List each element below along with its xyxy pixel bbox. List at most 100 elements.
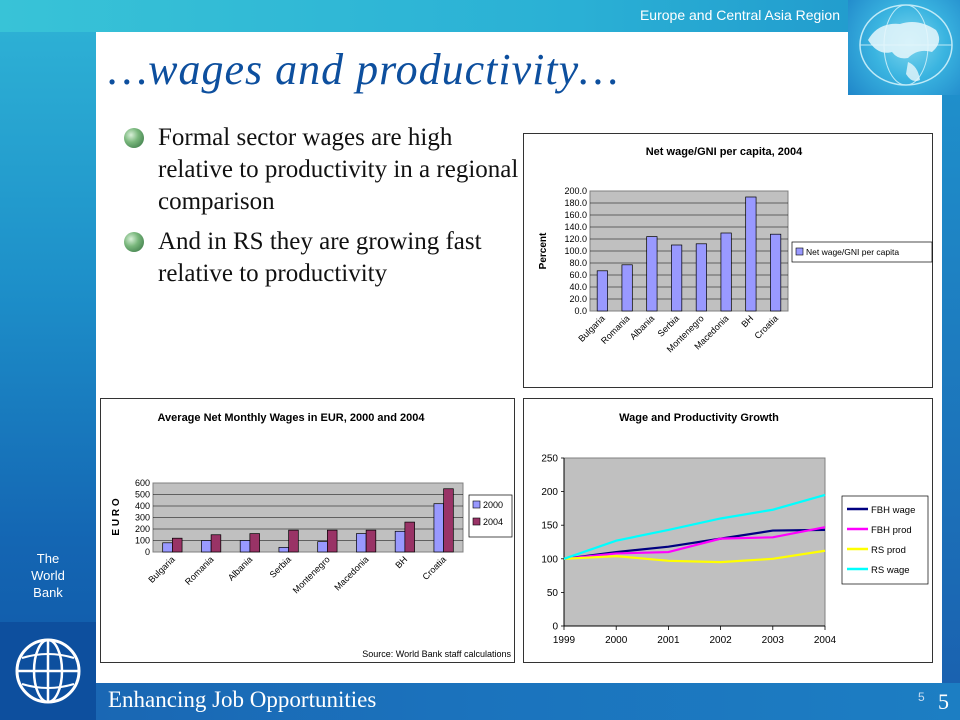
- bar-bulgaria-2004: [172, 537, 183, 553]
- x-category-label: Romania: [183, 554, 216, 587]
- series-line-fbh-wage: [563, 528, 826, 560]
- bar-montenegro-net-wage-gni-per-capita: [695, 243, 707, 312]
- org-name: The World Bank: [0, 550, 96, 601]
- globe-icon: [848, 0, 960, 95]
- bar-bulgaria-2000: [162, 542, 173, 553]
- legend-label: FBH prod: [871, 525, 912, 536]
- x-category-label: Montenegro: [291, 554, 332, 595]
- y-tick-label: 250: [541, 454, 558, 465]
- bar-bh-2000: [394, 530, 406, 553]
- y-tick-label: 100: [541, 554, 558, 565]
- y-tick-label: 300: [135, 513, 150, 523]
- y-tick-label: 0: [145, 547, 150, 557]
- bar-albania-2004: [249, 533, 260, 553]
- chart-wage-productivity-growth: Wage and Productivity Growth 0 50 100 150 200…: [523, 398, 933, 663]
- x-tick-label: 2004: [814, 635, 837, 646]
- bar-albania-2000: [239, 540, 251, 553]
- bar-montenegro-2004: [327, 529, 338, 553]
- bar-serbia-2004: [288, 529, 299, 553]
- y-tick-label: 100: [135, 536, 150, 546]
- source-note: Source: World Bank staff calculations: [362, 649, 511, 659]
- bar-montenegro-2000: [317, 541, 328, 553]
- y-tick-label: 100.0: [564, 246, 587, 256]
- x-category-label: Serbia: [268, 554, 293, 579]
- legend-label: 2000: [483, 500, 503, 510]
- x-category-label: Croatia: [420, 554, 448, 582]
- bar-macedonia-2000: [356, 533, 367, 553]
- y-tick-label: 40.0: [569, 282, 587, 292]
- legend-box: [791, 241, 933, 263]
- bar-albania-net-wage-gni-per-capita: [646, 236, 658, 312]
- y-tick-label: 400: [135, 501, 150, 511]
- bar-bh-2004: [404, 521, 415, 553]
- chart-title: Average Net Monthly Wages in EUR, 2000 a…: [158, 412, 426, 424]
- chart-wage-productivity-growth-svg: Wage and Productivity Growth 0 50 100 150 200…: [541, 412, 929, 646]
- x-category-label: Albania: [628, 313, 656, 341]
- bar-serbia-2000: [278, 547, 289, 553]
- bar-macedonia-2004: [365, 529, 377, 553]
- y-tick-label: 200.0: [564, 186, 587, 196]
- chart-avg-monthly-wages-svg: Average Net Monthly Wages in EUR, 2000 a…: [111, 412, 513, 659]
- chart-net-wage-gni-svg: Net wage/GNI per capita, 2004 0.0 20.0 40.0…: [538, 146, 933, 354]
- bar-serbia-net-wage-gni-per-capita: [671, 244, 683, 312]
- y-tick-label: 600: [135, 478, 150, 488]
- bottom-band: [0, 683, 960, 720]
- bar-romania-net-wage-gni-per-capita: [621, 264, 633, 312]
- y-tick-label: 0: [552, 622, 558, 633]
- left-band: [0, 0, 96, 720]
- y-tick-label: 20.0: [569, 294, 587, 304]
- bullet-icon: [124, 128, 144, 148]
- y-tick-label: 120.0: [564, 234, 587, 244]
- x-category-label: BH: [739, 313, 755, 329]
- x-category-label: Albania: [226, 554, 254, 582]
- legend-label: RS wage: [871, 565, 910, 576]
- org-line-2: World: [31, 568, 65, 583]
- legend-label: RS prod: [871, 545, 906, 556]
- legend-swatch: [472, 517, 481, 526]
- bullet-text: And in RS they are growing fast relative…: [158, 228, 482, 287]
- y-tick-label: 200: [135, 524, 150, 534]
- bar-romania-2000: [201, 540, 212, 553]
- world-bank-logo-icon: [0, 622, 96, 720]
- y-axis-label: E U R O: [111, 498, 122, 535]
- x-tick-label: 1999: [553, 635, 576, 646]
- slide-title: …wages and productivity…: [108, 45, 620, 94]
- y-tick-label: 180.0: [564, 198, 587, 208]
- x-category-label: Croatia: [752, 313, 780, 341]
- region-label: Europe and Central Asia Region: [639, 7, 840, 23]
- bar-bh-net-wage-gni-per-capita: [745, 196, 757, 312]
- page-number: 5: [938, 689, 949, 714]
- page-number-small: 5: [918, 690, 925, 704]
- series-line-fbh-prod: [563, 526, 826, 560]
- x-tick-label: 2002: [709, 635, 732, 646]
- org-line-3: Bank: [33, 585, 63, 600]
- bar-croatia-2004: [443, 488, 454, 553]
- x-category-label: Bulgaria: [146, 554, 176, 584]
- x-tick-label: 2001: [657, 635, 680, 646]
- x-tick-label: 2000: [605, 635, 628, 646]
- chart-avg-monthly-wages: Average Net Monthly Wages in EUR, 2000 a…: [100, 398, 515, 663]
- right-band: [942, 95, 960, 720]
- top-band: [0, 0, 960, 32]
- org-line-1: The: [36, 551, 60, 566]
- x-category-label: BH: [393, 554, 409, 570]
- legend-label: 2004: [483, 517, 503, 527]
- bar-croatia-net-wage-gni-per-capita: [770, 233, 782, 312]
- y-tick-label: 160.0: [564, 210, 587, 220]
- y-tick-label: 150: [541, 521, 558, 532]
- bar-croatia-2000: [433, 503, 444, 553]
- bar-macedonia-net-wage-gni-per-capita: [720, 232, 732, 312]
- bullet-list: Formal sector wages are high relative to…: [124, 122, 519, 298]
- legend-label: FBH wage: [871, 505, 915, 516]
- y-axis-label: Percent: [538, 232, 549, 269]
- y-tick-label: 60.0: [569, 270, 587, 280]
- y-tick-label: 80.0: [569, 258, 587, 268]
- x-category-label: Macedonia: [332, 554, 370, 592]
- legend-swatch: [795, 247, 804, 256]
- legend-label: Net wage/GNI per capita: [806, 247, 899, 257]
- bullet-text: Formal sector wages are high relative to…: [158, 124, 519, 215]
- bullet-icon: [124, 232, 144, 252]
- bar-bulgaria-net-wage-gni-per-capita: [596, 270, 608, 312]
- x-tick-label: 2003: [762, 635, 785, 646]
- y-tick-label: 0.0: [574, 306, 587, 316]
